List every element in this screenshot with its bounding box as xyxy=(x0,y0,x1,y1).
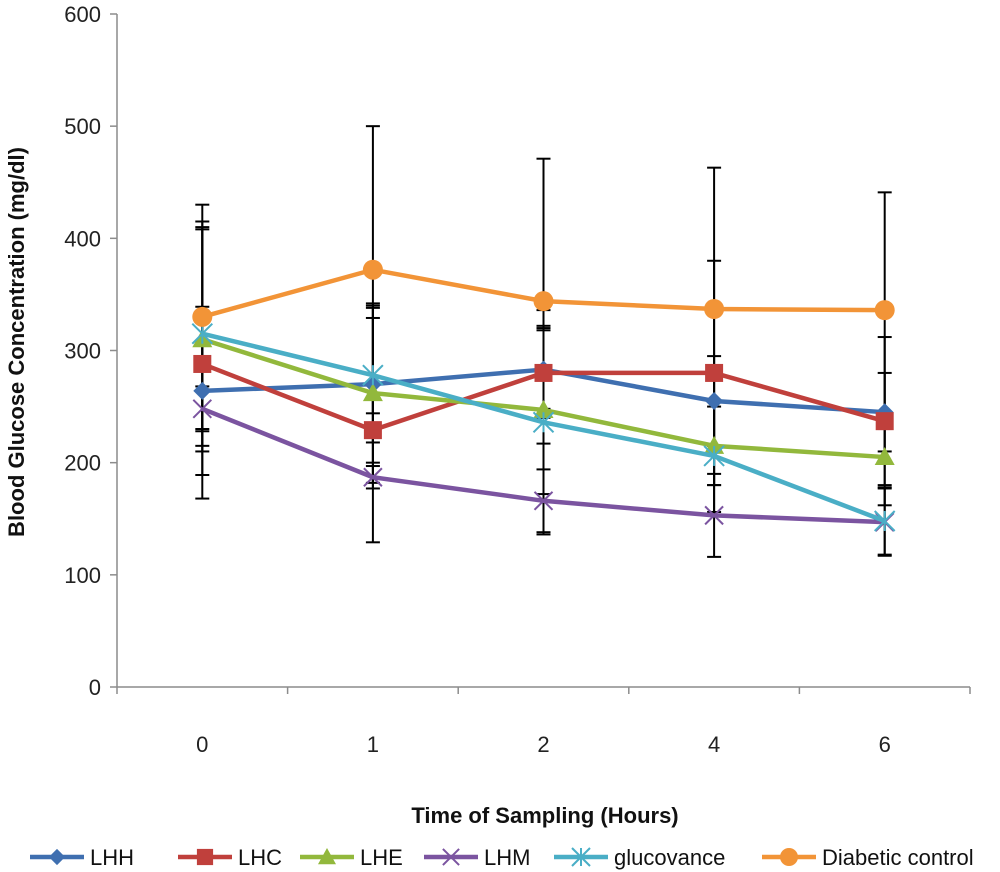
data-point xyxy=(873,510,896,532)
data-point xyxy=(534,363,553,382)
legend-label: LHC xyxy=(238,845,282,870)
data-point xyxy=(703,445,725,467)
data-point xyxy=(533,491,554,511)
x-tick-label: 0 xyxy=(196,732,208,757)
y-tick-label: 300 xyxy=(64,339,101,364)
data-point xyxy=(192,306,213,327)
legend-label: glucovance xyxy=(614,845,725,870)
legend-label: LHE xyxy=(360,845,403,870)
legend-marker xyxy=(780,848,798,866)
data-point xyxy=(363,467,383,487)
data-point xyxy=(193,381,212,400)
data-point xyxy=(874,300,895,321)
legend-marker xyxy=(48,848,66,866)
legend: LHH LHC LHE LHM glucovance Diabetic control xyxy=(30,845,974,870)
legend-marker xyxy=(196,848,214,866)
legend-marker xyxy=(318,848,336,865)
data-point xyxy=(193,354,212,373)
plot-area: 0 100 200 300 400 500 600 0 1 2 4 6 xyxy=(64,2,971,757)
data-point xyxy=(704,435,725,454)
legend-label: LHH xyxy=(90,845,134,870)
data-point xyxy=(705,363,724,382)
data-point xyxy=(874,447,895,466)
y-tick-label: 500 xyxy=(64,114,101,139)
legend-label: Diabetic control xyxy=(822,845,974,870)
legend-entry: LHE xyxy=(300,845,403,870)
legend-entry: LHH xyxy=(30,845,134,870)
x-tick-label: 1 xyxy=(367,732,379,757)
data-point xyxy=(705,391,724,410)
y-tick-label: 100 xyxy=(64,563,101,588)
y-tick-label: 200 xyxy=(64,451,101,476)
legend-entry: LHC xyxy=(178,845,282,870)
x-axis-title: Time of Sampling (Hours) xyxy=(411,803,678,828)
data-point xyxy=(362,383,383,402)
data-point xyxy=(362,259,383,280)
legend-marker xyxy=(442,848,460,866)
x-tick-label: 6 xyxy=(879,732,891,757)
data-point xyxy=(192,399,213,419)
data-point xyxy=(532,411,555,433)
y-axis-title: Blood Glucose Concentration (mg/dl) xyxy=(4,147,29,537)
data-point xyxy=(533,399,554,418)
y-tick-label: 0 xyxy=(89,675,101,700)
data-point xyxy=(704,505,724,526)
data-point xyxy=(704,298,725,319)
legend-marker xyxy=(571,847,591,867)
y-tick-label: 600 xyxy=(64,2,101,27)
legend-entry: LHM xyxy=(424,845,530,870)
data-point xyxy=(533,291,554,312)
data-point xyxy=(191,322,214,345)
x-tick-label: 2 xyxy=(537,732,549,757)
x-tick-label: 4 xyxy=(708,732,720,757)
legend-entry: Diabetic control xyxy=(762,845,974,870)
y-tick-label: 400 xyxy=(64,226,101,251)
data-point xyxy=(363,421,382,440)
legend-entry: glucovance xyxy=(554,845,725,870)
legend-label: LHM xyxy=(484,845,530,870)
data-point xyxy=(875,412,894,431)
data-point xyxy=(362,364,384,386)
